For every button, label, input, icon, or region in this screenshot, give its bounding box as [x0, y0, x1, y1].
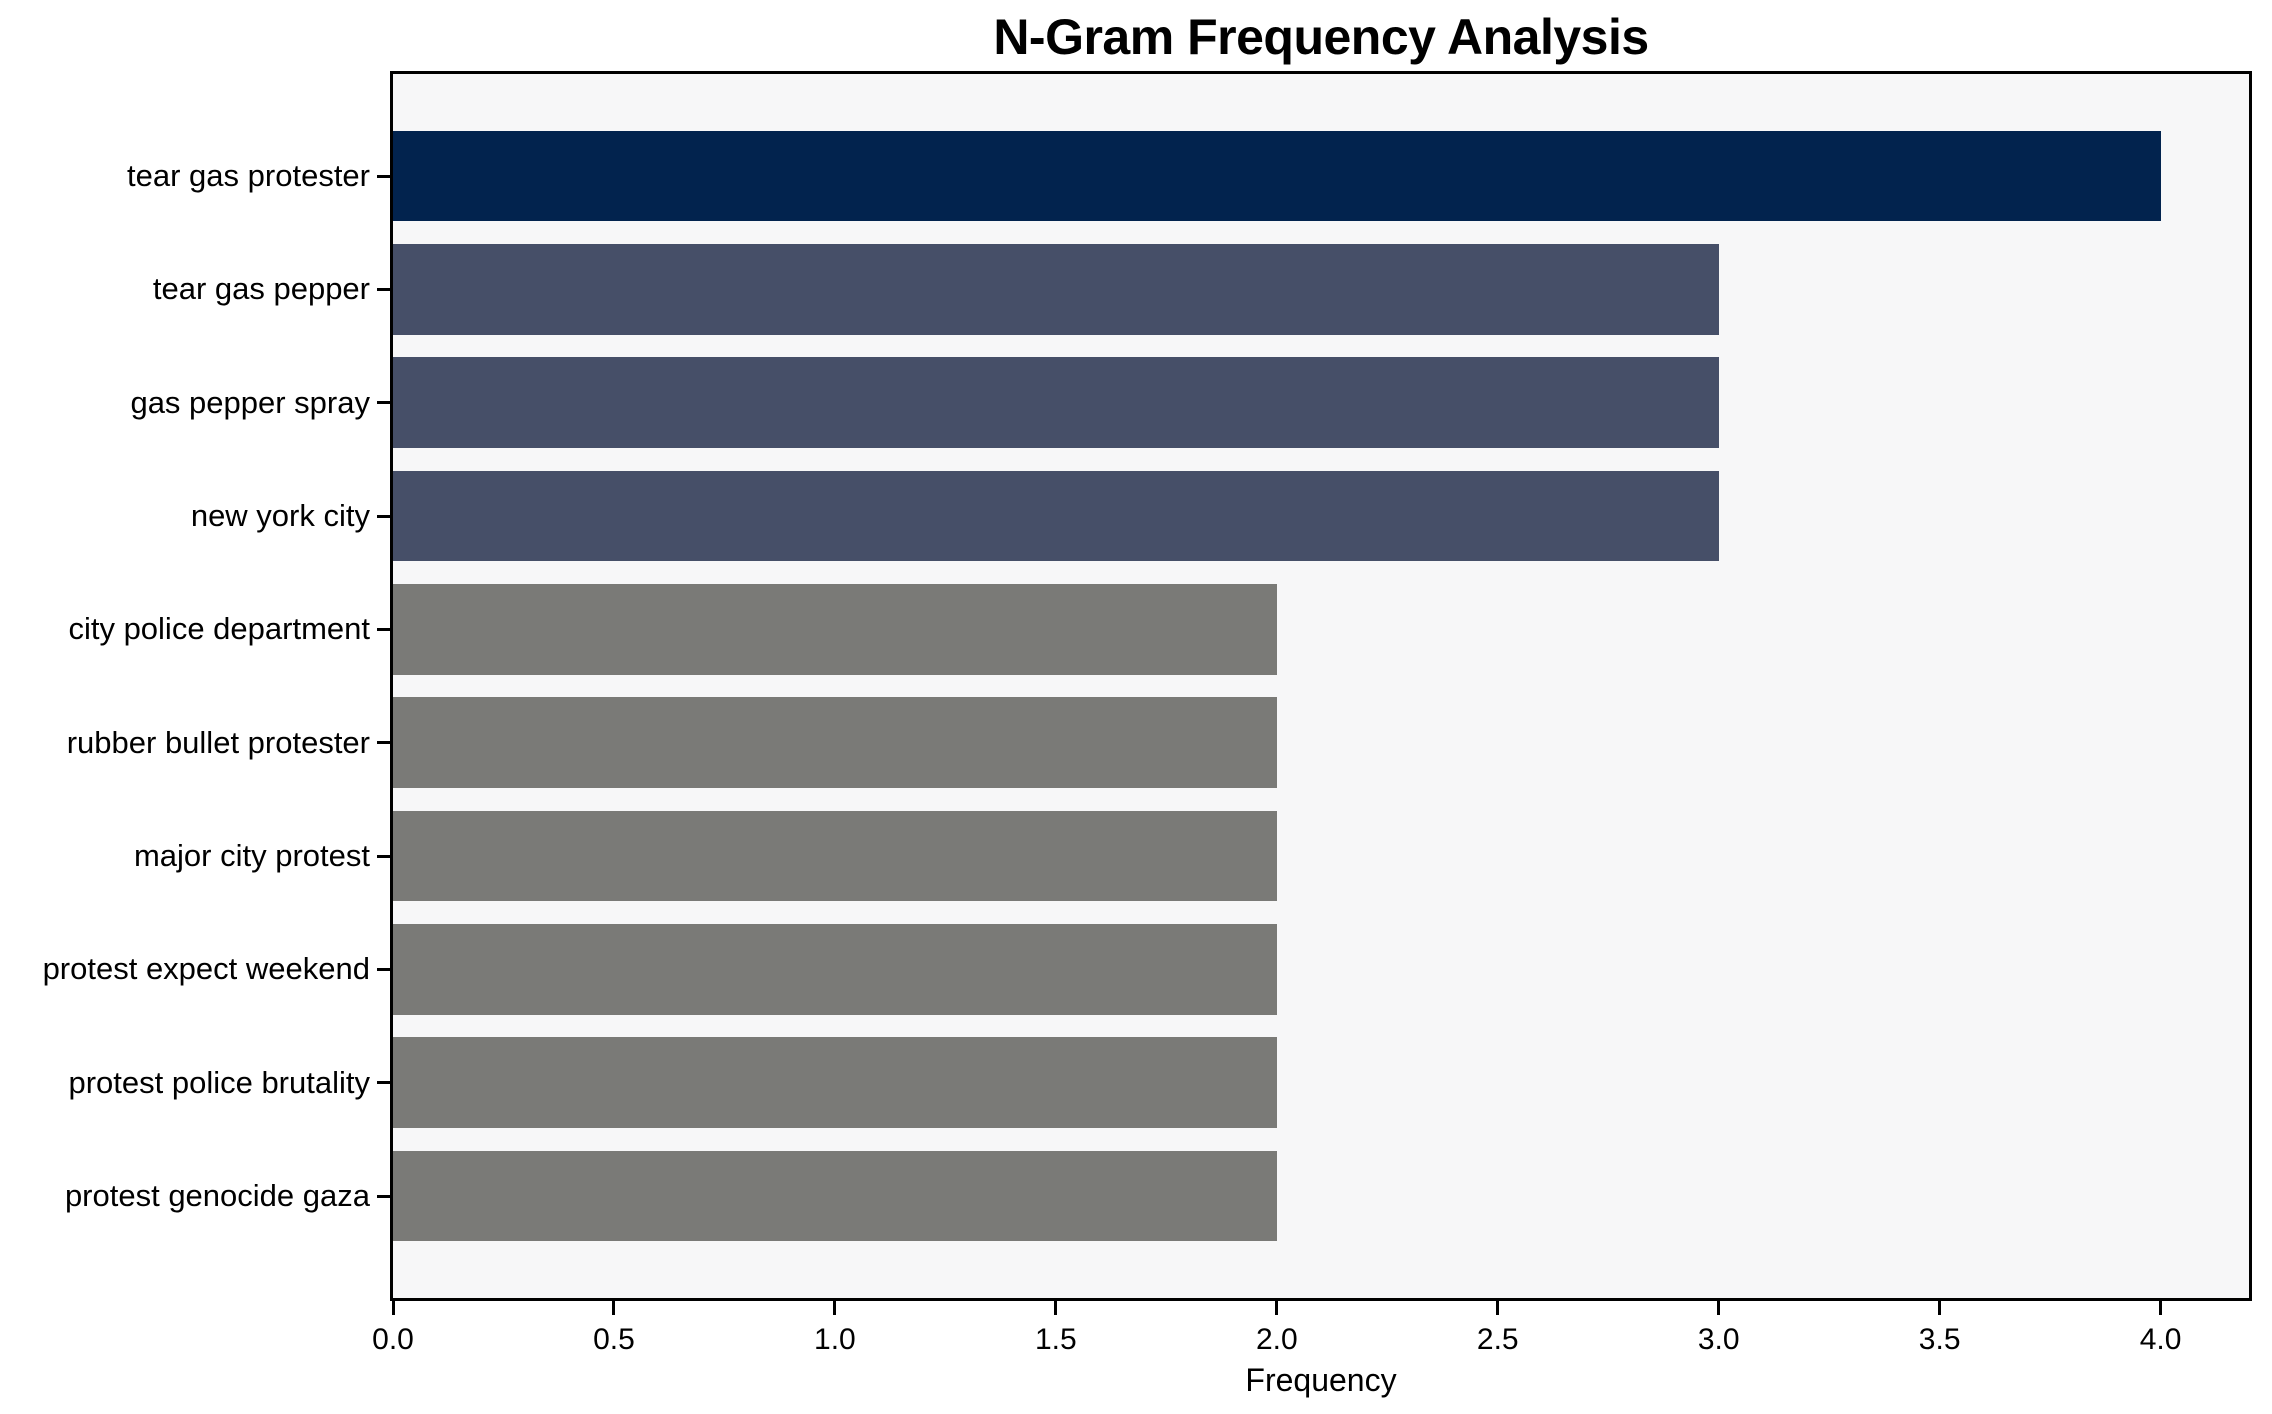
y-tick-mark [377, 854, 390, 858]
y-tick-label: rubber bullet protester [66, 724, 370, 760]
x-tick-label: 0.5 [593, 1323, 635, 1356]
y-tick-label: new york city [190, 498, 370, 533]
x-tick-mark [1054, 1301, 1058, 1315]
bar [393, 1150, 1277, 1242]
x-tick-label: 1.0 [814, 1323, 856, 1356]
y-tick-mark [377, 514, 390, 518]
bar [393, 357, 1719, 448]
y-tick-mark [377, 1194, 390, 1198]
x-tick-mark [391, 1301, 395, 1315]
x-tick-label: 3.0 [1697, 1323, 1740, 1356]
x-tick-mark [1717, 1301, 1721, 1315]
x-tick-label: 0.0 [372, 1323, 414, 1356]
x-tick-label: 4.0 [2139, 1323, 2182, 1356]
x-tick-label: 2.0 [1255, 1323, 1298, 1356]
y-tick-label: city police department [68, 611, 370, 647]
bar [393, 470, 1719, 562]
x-tick-label: 2.5 [1476, 1323, 1519, 1356]
bar [393, 810, 1277, 902]
y-tick-label: major city protest [133, 838, 370, 873]
y-tick-mark [377, 741, 390, 745]
bar [393, 584, 1277, 675]
x-tick-label: 1.5 [1034, 1323, 1077, 1356]
x-tick-mark [1938, 1301, 1942, 1315]
x-tick-label: 3.5 [1918, 1323, 1961, 1356]
x-tick-mark [1275, 1301, 1279, 1315]
x-tick-mark [612, 1301, 616, 1315]
y-tick-mark [377, 174, 390, 178]
y-tick-mark [377, 627, 390, 631]
bar [393, 697, 1277, 788]
y-tick-label: gas pepper spray [130, 384, 370, 420]
y-tick-mark [377, 1081, 390, 1085]
y-tick-label: protest expect weekend [42, 951, 370, 987]
y-tick-mark [377, 401, 390, 405]
bar [393, 924, 1277, 1015]
x-tick-mark [833, 1301, 837, 1315]
plot-area [390, 71, 2252, 1301]
x-axis-label: Frequency [1245, 1362, 1397, 1398]
chart-title: N-Gram Frequency Analysis [993, 9, 1649, 65]
bar [393, 130, 2161, 222]
y-tick-mark [377, 967, 390, 971]
y-tick-mark [377, 287, 390, 291]
x-tick-mark [2159, 1301, 2163, 1315]
bar [393, 1037, 1277, 1128]
y-tick-label: tear gas protester [127, 158, 370, 193]
y-tick-label: protest police brutality [68, 1064, 370, 1100]
bar [393, 244, 1719, 335]
x-tick-mark [1496, 1301, 1500, 1315]
y-tick-label: tear gas pepper [152, 271, 370, 307]
y-tick-label: protest genocide gaza [64, 1178, 370, 1213]
